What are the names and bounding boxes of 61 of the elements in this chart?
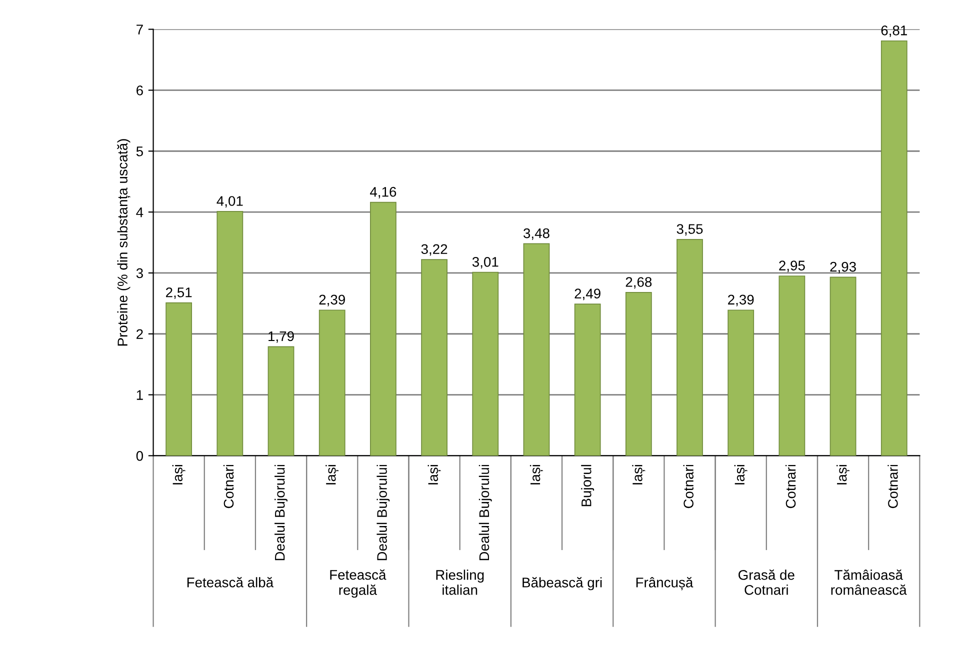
bar [421, 259, 448, 456]
y-tick-label: 1 [136, 390, 143, 400]
data-label: 3,22 [421, 244, 448, 256]
bar [318, 310, 346, 456]
text: Băbească gri [522, 577, 602, 590]
x-tick-label: Bujorul [581, 464, 594, 506]
data-label: 2,51 [166, 287, 192, 299]
data-label: 2,93 [830, 262, 856, 274]
data-label: 6,81 [881, 26, 907, 37]
x-tick-label: Iași [326, 464, 339, 484]
y-tick-label: 7 [136, 24, 143, 34]
y-tick-label: 6 [136, 86, 143, 96]
bar [472, 272, 499, 456]
y-tick-label: 2 [136, 329, 143, 339]
x-tick-label: Iași [734, 464, 748, 484]
x-tick-label: Cotnari [888, 464, 898, 508]
x-tick-label: Iași [530, 464, 543, 484]
data-label: 2,39 [319, 294, 345, 306]
x-tick-label: Dealul Bujorului [274, 464, 288, 560]
y-tick-label: 0 [136, 451, 144, 461]
x-tick-label: Cotnari [683, 464, 694, 508]
x-tick-label: Dealul Bujorului [478, 464, 492, 560]
bar [728, 310, 754, 456]
bar [166, 302, 192, 456]
bar [370, 202, 396, 456]
text: Riesling italian [436, 570, 484, 595]
data-label: 3,48 [523, 228, 550, 240]
text: Tămâioasă românească [831, 569, 907, 595]
data-label: 2,49 [574, 288, 600, 300]
data-label: 2,95 [779, 260, 805, 272]
text: Fetească regală [330, 569, 386, 598]
data-label: 3,01 [472, 256, 498, 268]
x-tick-label: Cotnari [785, 464, 796, 508]
y-tick-label: 3 [136, 268, 143, 278]
data-label: 1,79 [268, 331, 294, 343]
bar [778, 276, 806, 456]
data-label: 2,39 [728, 294, 754, 306]
data-label: 3,55 [676, 224, 703, 236]
bar [676, 239, 703, 456]
y-tick-label: 4 [136, 208, 144, 218]
bar [625, 292, 652, 456]
x-tick-label: Iași [172, 464, 186, 484]
data-label: 2,68 [626, 277, 652, 289]
text: Fetească albă [187, 576, 274, 588]
data-label: 4,01 [216, 196, 243, 208]
x-tick-label: Dealul Bujorului [376, 464, 390, 560]
bar [216, 211, 244, 456]
bar [574, 304, 601, 456]
bar [268, 346, 294, 456]
text: Grasă de Cotnari [738, 569, 794, 595]
x-tick-label: Iași [428, 464, 441, 484]
y-axis-title: Proteine (% din substanța uscată) [117, 139, 130, 346]
bar [880, 40, 908, 456]
bar [523, 243, 550, 456]
y-tick-label: 5 [136, 146, 143, 156]
data-label: 4,16 [370, 186, 396, 198]
x-tick-label: Iași [836, 464, 850, 484]
x-tick-label: Iași [632, 464, 646, 484]
x-tick-label: Cotnari [223, 464, 234, 508]
bar [830, 276, 856, 456]
text: Frâncușă [636, 577, 694, 590]
